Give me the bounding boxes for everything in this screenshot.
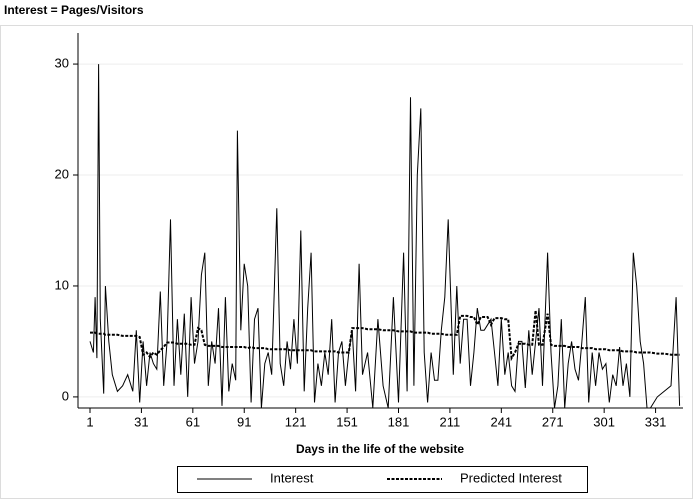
series-line bbox=[90, 310, 680, 362]
x-axis-label: Days in the life of the website bbox=[296, 442, 464, 456]
chart-title: Interest = Pages/Visitors bbox=[4, 3, 144, 17]
x-tick-label: 331 bbox=[645, 414, 667, 429]
y-tick-label: 10 bbox=[55, 277, 69, 292]
x-tick-label: 211 bbox=[440, 414, 461, 429]
x-tick-label: 241 bbox=[490, 414, 512, 429]
x-tick-label: 151 bbox=[336, 414, 358, 429]
legend-label: Interest bbox=[270, 470, 314, 485]
x-tick-label: 1 bbox=[86, 414, 93, 429]
x-tick-label: 301 bbox=[593, 414, 615, 429]
x-tick-label: 271 bbox=[542, 414, 564, 429]
x-tick-label: 31 bbox=[134, 414, 148, 429]
x-tick-label: 61 bbox=[186, 414, 200, 429]
legend-label: Predicted Interest bbox=[460, 470, 562, 485]
series-line bbox=[89, 64, 681, 409]
x-tick-label: 181 bbox=[388, 414, 410, 429]
frame bbox=[0, 25, 693, 499]
y-tick-label: 20 bbox=[55, 166, 69, 181]
y-tick-label: 30 bbox=[55, 56, 69, 71]
y-tick-label: 0 bbox=[62, 388, 69, 403]
x-tick-label: 91 bbox=[237, 414, 251, 429]
x-tick-label: 121 bbox=[285, 414, 307, 429]
